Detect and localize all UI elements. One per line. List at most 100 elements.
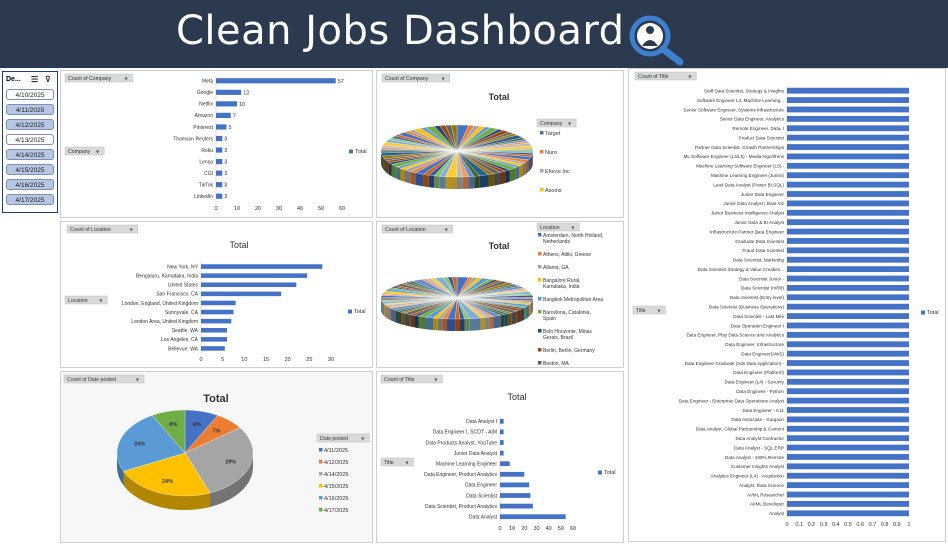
title_bar-field-tag[interactable] bbox=[380, 374, 443, 384]
category-label: Pinterest bbox=[193, 125, 213, 131]
bar bbox=[201, 291, 282, 297]
category-label: LinkedIn bbox=[194, 194, 213, 200]
company_pie-field-tag[interactable] bbox=[381, 73, 450, 83]
category-label: Customer Insights Analyst bbox=[731, 464, 785, 469]
category-label: Data Scientist - Last Mile bbox=[733, 314, 784, 319]
bar bbox=[201, 282, 297, 288]
tick-label: 0.5 bbox=[844, 522, 852, 528]
bar bbox=[500, 471, 525, 477]
legend-label: 4/17/2025 bbox=[324, 508, 348, 514]
legend-swatch bbox=[319, 472, 323, 476]
legend-swatch bbox=[538, 361, 542, 365]
tick-label: 50 bbox=[558, 526, 564, 532]
category-label: Fraud Data Scientist bbox=[742, 248, 784, 253]
slicer-item[interactable]: 4/10/2025 bbox=[6, 89, 54, 100]
bar bbox=[216, 193, 223, 199]
bar bbox=[787, 87, 909, 94]
title_bar-row-filter-icon[interactable]: ▾ bbox=[406, 460, 409, 467]
category-label: Meta bbox=[202, 79, 213, 85]
title_bar_tall-filter-icon[interactable]: ▾ bbox=[688, 74, 691, 81]
pie-slice-side bbox=[437, 318, 443, 331]
category-label: Data Engineer - C11 bbox=[742, 408, 784, 413]
category-label: Sunnyvale, CA bbox=[165, 310, 199, 316]
location_bar-row-field[interactable] bbox=[64, 295, 108, 305]
pie-slice-side bbox=[489, 316, 494, 330]
bar bbox=[787, 360, 909, 366]
category-label: New York, NY bbox=[167, 264, 199, 270]
category-label: Data Analyst bbox=[469, 515, 498, 521]
slicer-item[interactable]: 4/16/2025 bbox=[6, 179, 54, 190]
multi-select-icon[interactable]: ☰ bbox=[31, 75, 39, 84]
company_pie-row-field[interactable] bbox=[536, 118, 577, 128]
pie-slice bbox=[151, 409, 186, 454]
category-label: Lead Data Analyst (Power BI,SQL) bbox=[713, 182, 784, 187]
category-label: Data Engineer - Enterprise Data Operatio… bbox=[679, 398, 785, 403]
slicer-item[interactable]: 4/12/2025 bbox=[6, 119, 54, 130]
company_bar-field-tag[interactable] bbox=[64, 73, 133, 83]
date_pie-row-field-label: Date posted bbox=[320, 436, 348, 442]
bar bbox=[500, 493, 531, 498]
data-label: 3 bbox=[224, 148, 227, 154]
category-label: Data Scientist Strategy & Value Creation… bbox=[698, 267, 784, 272]
company_pie-filter-icon[interactable]: ▾ bbox=[442, 76, 445, 83]
pie-slice-side bbox=[423, 174, 429, 188]
location_bar-filter-icon[interactable]: ▾ bbox=[130, 227, 133, 234]
pie-slice-side bbox=[507, 312, 512, 326]
clear-filter-icon[interactable]: ⊽ bbox=[45, 75, 51, 84]
category-label: Infrastructure Partner Data Engineer bbox=[710, 229, 785, 234]
slicer-item[interactable]: 4/13/2025 bbox=[6, 134, 54, 145]
location_bar-legend-label: Total bbox=[354, 309, 366, 315]
category-label: Data Engineer, Product Analytics bbox=[424, 472, 497, 478]
tick-label: 25 bbox=[306, 357, 312, 363]
location_pie-field-tag[interactable] bbox=[381, 224, 453, 234]
company-bar-chart: Count of Company ▾ Company ▾ Total Meta 57 Goog… bbox=[60, 70, 373, 218]
title-bar-chart-tall: Count of Title ▾ Title ▾ Total Staff Data Sci… bbox=[628, 68, 946, 542]
date_pie-title: Total bbox=[203, 393, 228, 405]
pie-slice-side bbox=[493, 315, 501, 329]
company_pie-row-filter-icon[interactable]: ▾ bbox=[568, 121, 571, 128]
slicer-item[interactable]: 4/14/2025 bbox=[6, 149, 54, 160]
date_pie-row-field[interactable] bbox=[316, 433, 370, 443]
slicer-header: De... ☰ ⊽ bbox=[5, 74, 55, 88]
dashboard-header: Clean Jobs Dashboard bbox=[0, 0, 948, 68]
location_bar-row-filter-icon[interactable]: ▾ bbox=[99, 298, 102, 305]
company_bar-row-field[interactable] bbox=[64, 146, 105, 156]
bar bbox=[787, 313, 909, 319]
slicer-item[interactable]: 4/15/2025 bbox=[6, 164, 54, 175]
company_bar-filter-icon[interactable]: ▾ bbox=[125, 76, 128, 83]
pie-slice-side bbox=[469, 317, 481, 331]
title_bar_tall-field-tag[interactable] bbox=[634, 71, 697, 81]
date_pie-filter-icon[interactable]: ▾ bbox=[136, 377, 139, 384]
bar bbox=[787, 331, 909, 338]
title_bar_tall-row-filter-icon[interactable]: ▾ bbox=[658, 308, 661, 315]
bar bbox=[787, 425, 909, 432]
pie-slice-side bbox=[528, 156, 532, 172]
slicer-item[interactable]: 4/11/2025 bbox=[6, 104, 54, 115]
date-slicer[interactable]: De... ☰ ⊽ 4/10/2025 4/11/2025 4/12/2025 4/1… bbox=[2, 71, 58, 213]
location_bar-field-tag[interactable] bbox=[66, 224, 138, 234]
category-label: Analyst bbox=[769, 511, 785, 516]
location_bar-field-tag-label: Count of Location bbox=[70, 227, 111, 233]
bar bbox=[787, 97, 909, 103]
pie-slice-side bbox=[521, 308, 524, 322]
bar bbox=[216, 170, 223, 176]
date_pie-field-tag[interactable] bbox=[63, 374, 145, 384]
slicer-item[interactable]: 4/17/2025 bbox=[6, 194, 54, 205]
company_bar-row-filter-icon[interactable]: ▾ bbox=[96, 149, 99, 156]
location_pie-row-filter-icon[interactable]: ▾ bbox=[571, 225, 574, 232]
tick-label: 40 bbox=[546, 526, 552, 532]
data-label: 24% bbox=[162, 479, 173, 485]
location_pie-filter-icon[interactable]: ▾ bbox=[445, 227, 448, 234]
pie-slice-side bbox=[381, 300, 383, 314]
title_bar-filter-icon[interactable]: ▾ bbox=[434, 377, 437, 384]
pie-slice bbox=[116, 415, 186, 472]
bar bbox=[201, 264, 323, 269]
date_pie-row-filter-icon[interactable]: ▾ bbox=[361, 436, 364, 443]
title_bar_tall-row-field[interactable] bbox=[632, 305, 666, 315]
tick-label: 60 bbox=[339, 206, 345, 212]
bar bbox=[216, 112, 231, 119]
legend-label: Target bbox=[545, 131, 561, 137]
category-label: Machine Learning Software Engineer (L5) … bbox=[696, 164, 784, 169]
location_pie-row-field[interactable] bbox=[536, 222, 580, 232]
title_bar-row-field[interactable] bbox=[380, 457, 414, 467]
